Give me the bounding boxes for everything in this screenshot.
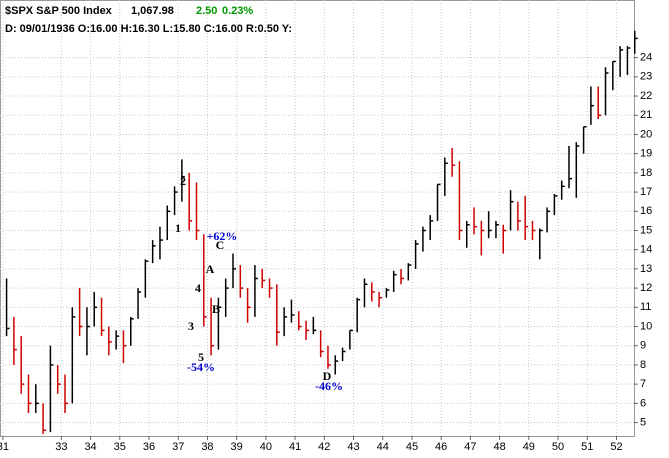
x-tick-label: 38: [201, 441, 213, 453]
y-tick-label: 9: [640, 340, 646, 352]
y-tick-label: 13: [640, 263, 652, 275]
wave-annotation: 1: [175, 221, 181, 235]
y-tick-label: 20: [640, 128, 652, 140]
y-tick-label: 8: [640, 359, 646, 371]
wave-annotation: 2: [180, 174, 186, 188]
y-tick-label: 23: [640, 71, 652, 83]
x-tick-label: 50: [552, 441, 564, 453]
x-tick-label: 40: [260, 441, 272, 453]
change: 2.50: [196, 5, 217, 17]
y-tick-label: 14: [640, 244, 652, 256]
wave-annotation: C: [216, 238, 225, 252]
x-tick-label: 35: [114, 441, 126, 453]
y-tick-label: 15: [640, 224, 652, 236]
x-tick-label: 51: [581, 441, 593, 453]
y-tick-label: 17: [640, 186, 652, 198]
wave-annotation: 5: [198, 350, 204, 364]
wave-annotation: A: [206, 262, 215, 276]
y-tick-label: 12: [640, 282, 652, 294]
wave-annotation: 4: [195, 281, 201, 295]
y-tick-label: 19: [640, 148, 652, 160]
x-tick-label: 34: [84, 441, 96, 453]
x-tick-label: 43: [347, 441, 359, 453]
x-tick-label: 44: [377, 441, 389, 453]
last-price: 1,067.98: [131, 5, 174, 17]
wave-annotation: -54%: [187, 360, 215, 374]
x-tick-label: 49: [523, 441, 535, 453]
wave-annotation: B: [212, 302, 220, 316]
y-tick-label: 24: [640, 52, 652, 64]
y-tick-label: 21: [640, 109, 652, 121]
x-tick-label: 47: [464, 441, 476, 453]
x-tick-label: 48: [493, 441, 505, 453]
x-tick-label: 39: [231, 441, 243, 453]
y-tick-label: 5: [640, 416, 646, 428]
x-tick-label: 52: [610, 441, 622, 453]
x-tick-label: 42: [318, 441, 330, 453]
x-tick-label: 33: [55, 441, 67, 453]
wave-annotation: D: [323, 369, 332, 383]
y-tick-label: 16: [640, 205, 652, 217]
x-tick-label: 45: [406, 441, 418, 453]
x-tick-label: 41: [289, 441, 301, 453]
plot-area: [0, 0, 635, 437]
y-tick-label: 18: [640, 167, 652, 179]
x-tick-label: 36: [143, 441, 155, 453]
wave-annotation: +62%: [207, 229, 238, 243]
y-tick-label: 10: [640, 320, 652, 332]
y-tick-label: 7: [640, 378, 646, 390]
wave-annotation: -46%: [315, 379, 343, 393]
bar-info: D: 09/01/1936 O:16.00 H:16.30 L:15.80 C:…: [5, 23, 292, 35]
x-tick-label: 46: [435, 441, 447, 453]
x-tick-label: 31: [0, 441, 9, 453]
y-tick-label: 11: [640, 301, 651, 313]
y-tick-label: 22: [640, 90, 652, 102]
symbol: $SPX S&P 500 Index: [5, 5, 113, 17]
y-tick-label: 6: [640, 397, 646, 409]
wave-annotation: 3: [188, 319, 194, 333]
change-pct: 0.23%: [222, 5, 253, 17]
x-tick-label: 37: [172, 441, 184, 453]
